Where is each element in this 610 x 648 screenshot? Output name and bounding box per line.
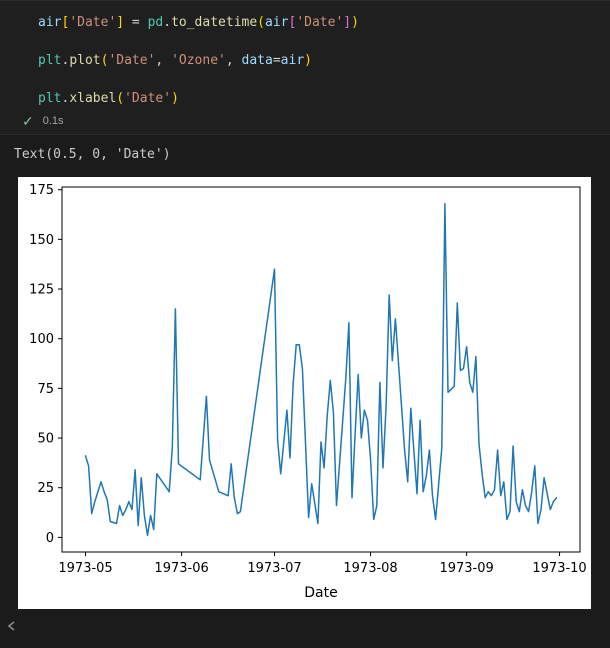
svg-text:25: 25 — [37, 481, 54, 496]
code-cell[interactable]: air['Date'] = pd.to_datetime(air['Date']… — [0, 0, 610, 135]
output-text: Text(0.5, 0, 'Date') — [14, 147, 171, 162]
svg-text:175: 175 — [29, 183, 54, 198]
svg-text:1973-08: 1973-08 — [343, 561, 397, 576]
bottom-bar — [0, 609, 610, 643]
matplotlib-figure: 0 25 50 75 100 125 150 175 1973-05 1973-06 1973-07… — [18, 177, 591, 609]
code-line — [38, 32, 610, 51]
svg-text:1973-07: 1973-07 — [247, 561, 301, 576]
svg-text:75: 75 — [37, 382, 54, 397]
svg-text:1973-10: 1973-10 — [532, 561, 586, 576]
cell-status-bar: ✓ 0.1s — [0, 108, 610, 134]
code-line: air['Date'] = pd.to_datetime(air['Date']… — [38, 15, 359, 30]
execution-duration: 0.1s — [42, 114, 64, 127]
chevron-left-icon[interactable] — [6, 620, 18, 632]
svg-text:50: 50 — [37, 432, 54, 447]
svg-text:100: 100 — [29, 332, 54, 347]
svg-text:1973-05: 1973-05 — [58, 561, 112, 576]
svg-text:125: 125 — [29, 283, 54, 298]
success-check-icon: ✓ — [22, 112, 34, 129]
ozone-line-chart: 0 25 50 75 100 125 150 175 1973-05 1973-06 1973-07… — [29, 183, 587, 601]
svg-text:1973-09: 1973-09 — [439, 561, 493, 576]
code-line: plt.plot('Date', 'Ozone', data=air) — [38, 53, 312, 68]
svg-text:1973-06: 1973-06 — [154, 561, 208, 576]
svg-text:150: 150 — [29, 233, 54, 248]
code-editor[interactable]: air['Date'] = pd.to_datetime(air['Date']… — [0, 13, 610, 108]
svg-text:0: 0 — [46, 531, 54, 546]
svg-text:Date: Date — [304, 585, 337, 601]
code-line — [38, 70, 610, 89]
code-line: plt.xlabel('Date') — [38, 91, 179, 106]
